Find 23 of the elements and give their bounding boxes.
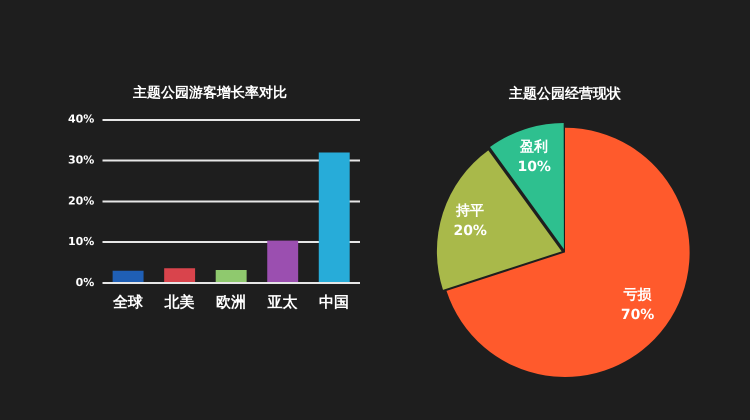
bar bbox=[318, 152, 350, 282]
y-tick-label: 0% bbox=[76, 276, 94, 289]
chart-title: 主题公园游客增长率对比 bbox=[132, 84, 287, 102]
bar bbox=[267, 240, 298, 282]
bar bbox=[216, 270, 247, 282]
data-label: 20% bbox=[453, 223, 487, 240]
slice-label: 亏损 bbox=[622, 286, 653, 303]
x-tick-label: 北美 bbox=[164, 292, 195, 311]
y-tick-label: 10% bbox=[68, 235, 94, 248]
slice-label: 持平 bbox=[455, 203, 484, 220]
data-label: 10% bbox=[517, 159, 551, 176]
bar bbox=[164, 268, 196, 282]
y-tick-label: 20% bbox=[68, 194, 94, 208]
y-tick-label: 40% bbox=[68, 112, 94, 126]
bar bbox=[112, 270, 144, 282]
x-tick-label: 亚太 bbox=[266, 292, 299, 311]
x-tick-label: 中国 bbox=[319, 292, 350, 311]
data-label: 70% bbox=[620, 306, 654, 323]
y-tick-label: 30% bbox=[68, 153, 94, 166]
x-tick-label: 欧洲 bbox=[216, 292, 246, 311]
x-tick-label: 全球 bbox=[112, 292, 144, 311]
slice-label: 盈利 bbox=[519, 139, 548, 156]
chart-title: 主题公园经营现状 bbox=[508, 85, 622, 102]
